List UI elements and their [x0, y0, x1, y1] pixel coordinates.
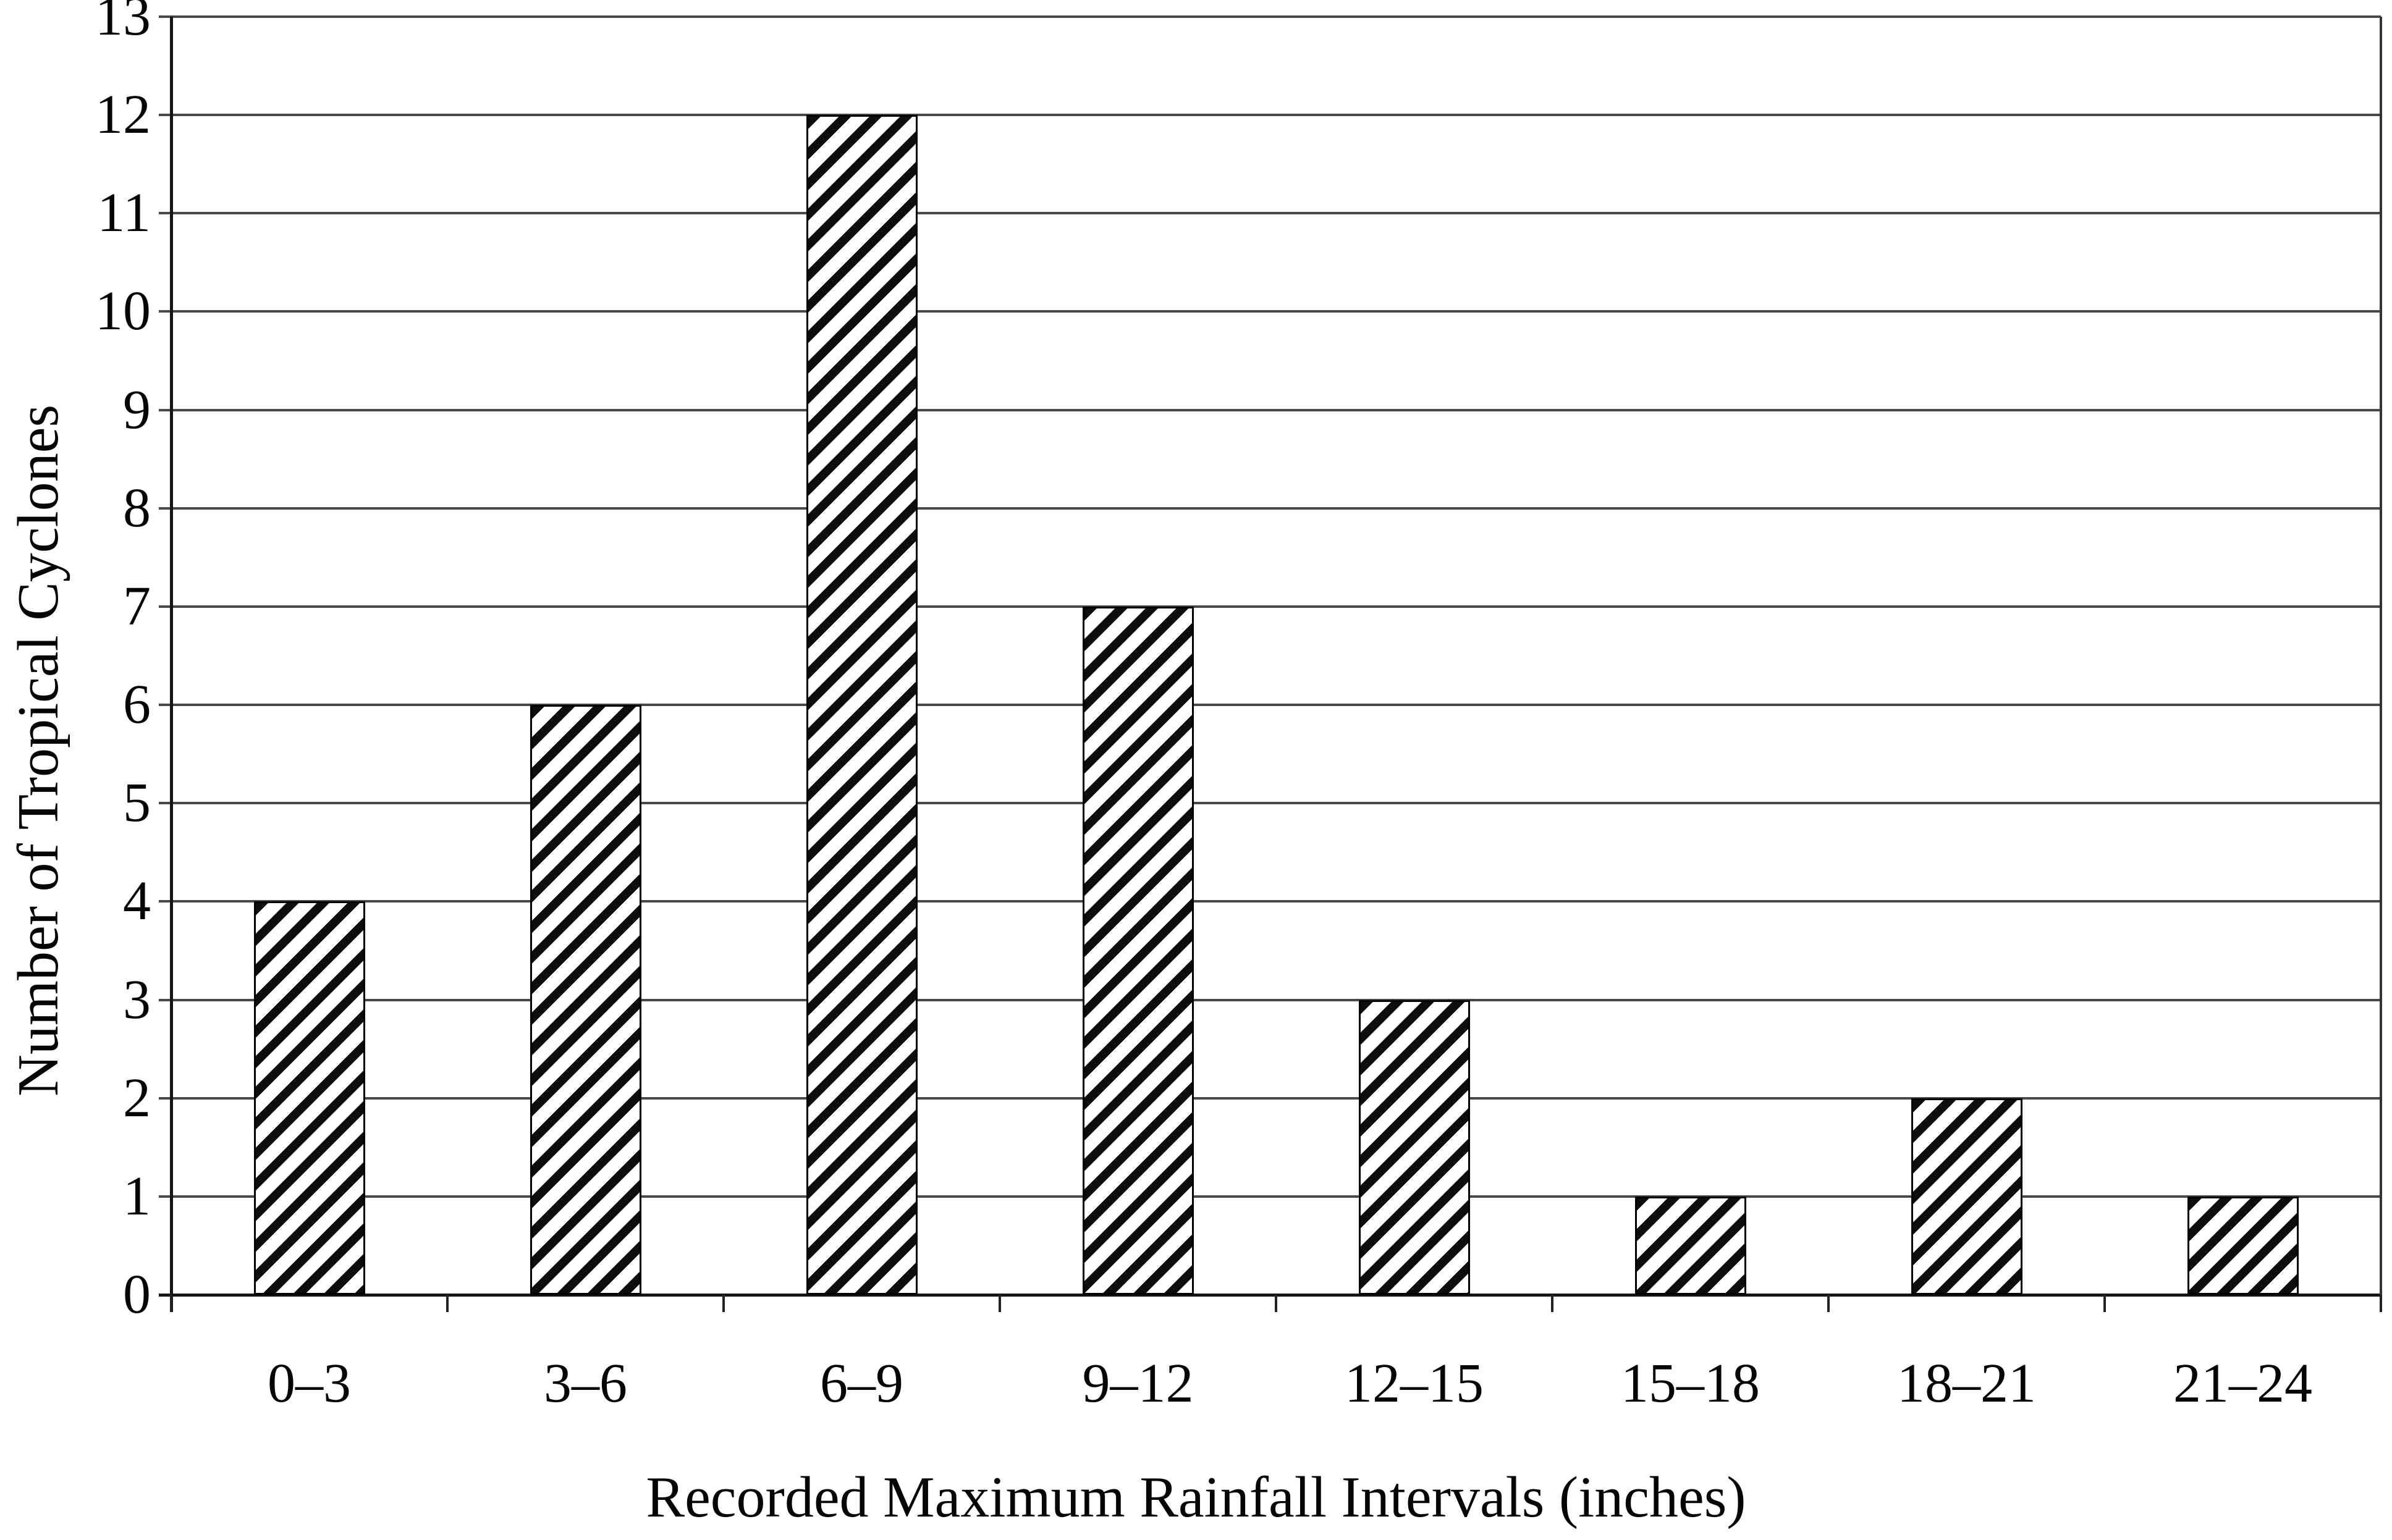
plot-right-border [2380, 17, 2382, 1295]
x-tick-mark [1827, 1295, 1830, 1312]
y-tick-label: 11 [97, 182, 151, 243]
gridline [159, 409, 2381, 411]
x-tick-label: 21–24 [2173, 1353, 2312, 1414]
x-tick-mark [1275, 1295, 1277, 1312]
gridline [159, 802, 2381, 804]
x-axis-line [159, 1294, 2381, 1297]
gridline [159, 999, 2381, 1001]
x-tick-mark [446, 1295, 449, 1312]
y-tick-label: 2 [123, 1067, 151, 1129]
gridline [159, 15, 2381, 18]
x-tick-label: 3–6 [544, 1353, 627, 1414]
y-tick-label: 9 [123, 379, 151, 440]
y-tick-label: 10 [95, 280, 151, 342]
x-tick-mark [2380, 1295, 2382, 1312]
x-tick-label: 18–21 [1897, 1353, 2036, 1414]
bar [1911, 1098, 2022, 1295]
x-tick-label: 6–9 [820, 1353, 903, 1414]
y-tick-label: 7 [123, 576, 151, 637]
y-tick-label: 5 [123, 772, 151, 833]
gridline [159, 1195, 2381, 1198]
x-tick-mark [999, 1295, 1001, 1312]
bar [2187, 1197, 2299, 1295]
x-tick-mark [2103, 1295, 2106, 1312]
y-tick-label: 1 [123, 1166, 151, 1227]
gridline [159, 605, 2381, 608]
y-tick-label: 4 [123, 870, 151, 932]
gridline [159, 900, 2381, 903]
x-tick-label: 15–18 [1621, 1353, 1760, 1414]
x-tick-label: 9–12 [1082, 1353, 1194, 1414]
bar [254, 901, 365, 1295]
x-tick-label: 0–3 [268, 1353, 351, 1414]
bar [530, 705, 641, 1295]
y-tick-label: 12 [95, 84, 151, 145]
y-axis-line [170, 17, 173, 1312]
y-tick-label: 3 [123, 969, 151, 1030]
x-axis-title: Recorded Maximum Rainfall Intervals (inc… [646, 1465, 1746, 1529]
x-tick-label: 12–15 [1345, 1353, 1484, 1414]
gridline [159, 114, 2381, 116]
y-tick-label: 8 [123, 478, 151, 539]
gridline [159, 1097, 2381, 1100]
y-tick-label: 13 [95, 0, 151, 47]
bar [1359, 1000, 1470, 1295]
y-tick-label: 6 [123, 674, 151, 735]
x-tick-mark [722, 1295, 725, 1312]
bar [1635, 1197, 1746, 1295]
y-tick-label: 0 [123, 1264, 151, 1325]
x-tick-mark [170, 1295, 172, 1312]
gridline [159, 704, 2381, 706]
gridline [159, 507, 2381, 510]
gridline [159, 310, 2381, 313]
gridline [159, 212, 2381, 214]
bar [806, 115, 918, 1295]
bar [1083, 607, 1194, 1295]
x-tick-mark [1551, 1295, 1553, 1312]
